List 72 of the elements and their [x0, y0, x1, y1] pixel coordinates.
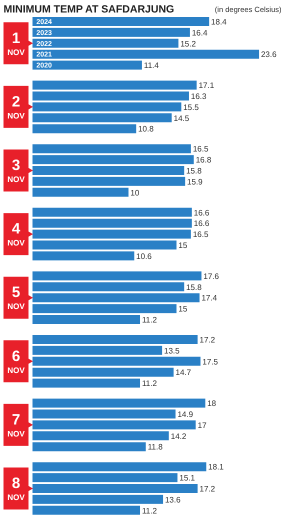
data-label: 13.5 — [164, 346, 180, 356]
bar — [32, 155, 194, 164]
bar — [32, 188, 128, 197]
data-label: 10.6 — [136, 252, 152, 261]
data-label: 11.2 — [142, 506, 158, 516]
bar — [32, 17, 210, 26]
y-tick-label: 8 NOV — [7, 475, 26, 502]
y-tick-label: 1 NOV — [7, 30, 26, 57]
bar — [32, 144, 191, 154]
bar — [32, 506, 140, 515]
data-label: 14.9 — [177, 410, 194, 419]
bar — [32, 176, 186, 186]
data-label: 15.8 — [186, 166, 202, 176]
data-label: 17.5 — [202, 357, 219, 366]
bar — [32, 462, 206, 472]
data-label: 11.4 — [144, 61, 160, 70]
data-label: 10.8 — [138, 124, 154, 134]
data-label: 15 — [178, 304, 188, 314]
data-label: 17.6 — [203, 272, 220, 281]
bar — [32, 346, 162, 355]
data-label: 16.5 — [192, 230, 209, 240]
data-label: 17.2 — [200, 484, 216, 494]
bar — [32, 271, 202, 280]
bar — [32, 304, 176, 314]
bar — [32, 92, 189, 100]
bar — [32, 335, 198, 344]
bar — [32, 410, 176, 418]
data-label: 18.4 — [211, 18, 228, 26]
data-label: 16.5 — [192, 144, 209, 154]
data-label: 17.2 — [200, 336, 216, 344]
data-label: 15.2 — [180, 39, 196, 48]
data-label: 11.2 — [142, 379, 158, 388]
bar — [32, 28, 190, 37]
data-label: 17.1 — [198, 81, 215, 90]
data-label: 15.5 — [183, 102, 200, 112]
y-tick-label: 4 NOV — [7, 220, 26, 248]
data-label: 11.2 — [142, 316, 158, 324]
bar — [32, 315, 140, 324]
y-tick-label: 5 NOV — [7, 284, 26, 312]
bar — [32, 251, 134, 260]
data-label: 18 — [207, 399, 217, 408]
data-label: 13.6 — [164, 495, 182, 504]
data-label: 18.1 — [208, 462, 224, 472]
data-label: 15.1 — [179, 474, 196, 483]
data-label: 16.6 — [194, 208, 210, 218]
bar — [32, 378, 140, 388]
bar — [32, 80, 197, 90]
y-tick-label: 2 NOV — [7, 93, 26, 120]
data-label: 16.8 — [196, 156, 212, 165]
chart-title: MINIMUM TEMP AT SAFDARJUNG — [4, 4, 174, 16]
bar — [32, 60, 142, 70]
data-label: 14.7 — [176, 368, 192, 378]
bar — [32, 398, 206, 408]
data-label: 16.6 — [194, 219, 210, 228]
data-label: 15.9 — [187, 177, 204, 186]
data-label: 15 — [178, 241, 188, 250]
y-tick-label: 7 NOV — [7, 411, 26, 438]
data-label: 14.2 — [170, 432, 187, 441]
data-label: 16.3 — [190, 92, 208, 101]
data-label: 10 — [130, 188, 140, 198]
data-label: 17.4 — [201, 294, 218, 303]
data-label: 15.8 — [186, 282, 202, 292]
y-tick-label: 6 NOV — [7, 348, 26, 375]
bar — [32, 494, 164, 504]
data-label: 11.8 — [148, 442, 164, 452]
data-label: 17 — [198, 420, 208, 430]
data-label: 23.6 — [260, 50, 278, 60]
data-label: 14.5 — [174, 114, 190, 123]
y-tick-label: 3 NOV — [7, 157, 26, 184]
data-label: 16.4 — [192, 28, 208, 38]
bar — [32, 473, 178, 482]
bar — [32, 240, 176, 250]
